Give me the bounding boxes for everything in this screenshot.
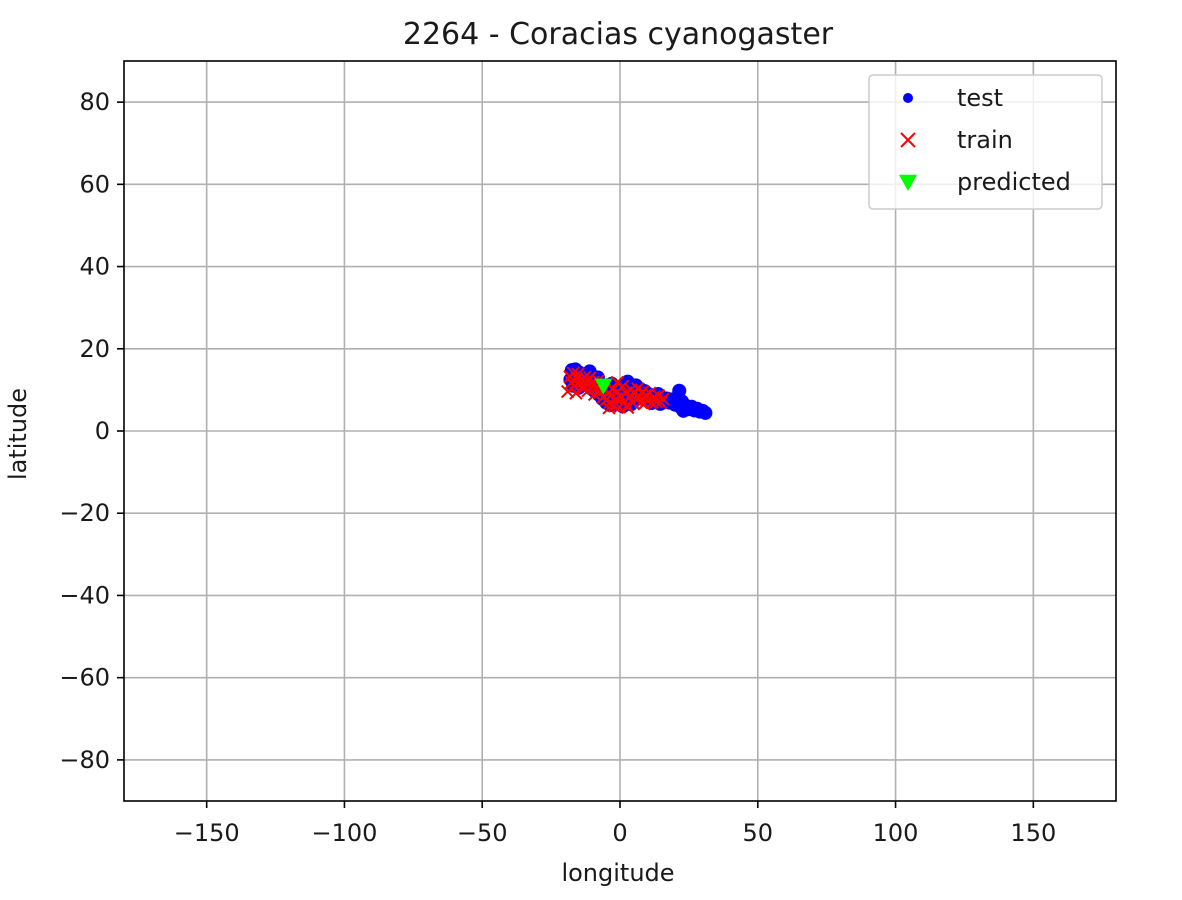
legend-label-train: train	[957, 126, 1013, 154]
train-point	[569, 386, 583, 400]
legend-label-predicted: predicted	[957, 168, 1071, 196]
legend-marker-test	[903, 93, 913, 103]
chart-title: 2264 - Coracias cyanogaster	[403, 17, 834, 52]
x-tick-label: 0	[612, 819, 627, 847]
y-tick-label: 60	[79, 170, 110, 198]
train-point	[602, 401, 616, 415]
x-axis-label: longitude	[561, 859, 674, 887]
train-point	[610, 375, 624, 390]
legend-marker-predicted	[899, 174, 917, 191]
grid	[124, 61, 1116, 801]
x-tick-label: −100	[311, 819, 377, 847]
predicted-point	[594, 378, 613, 395]
y-tick-label: −20	[59, 499, 110, 527]
train-point	[620, 398, 634, 413]
legend-label-test: test	[957, 84, 1003, 112]
legend-box	[868, 74, 1103, 210]
x-tick-label: 100	[873, 819, 919, 847]
y-tick-label: −80	[59, 746, 110, 774]
legend-marker-train	[900, 132, 916, 148]
axis-ticks: −150 −100 −50 0 50 100 150 80 60 40 20 0 −20 −40 −60 −8…	[59, 88, 1056, 847]
x-tick-label: 50	[743, 819, 774, 847]
train-point	[654, 395, 668, 410]
test-point	[698, 405, 713, 420]
x-tick-label: −50	[457, 819, 508, 847]
test-point	[672, 383, 687, 398]
y-tick-label: −60	[59, 664, 110, 692]
x-tick-label: −150	[174, 819, 240, 847]
y-tick-label: 40	[79, 253, 110, 281]
y-tick-label: 20	[79, 335, 110, 363]
y-axis-label: latitude	[4, 388, 32, 480]
x-tick-label: 150	[1010, 819, 1056, 847]
legend: test train predicted	[868, 74, 1103, 210]
y-tick-label: −40	[59, 581, 110, 609]
data-points	[560, 362, 713, 420]
y-tick-label: 80	[79, 88, 110, 116]
y-tick-label: 0	[95, 417, 110, 445]
train-point	[656, 392, 670, 406]
